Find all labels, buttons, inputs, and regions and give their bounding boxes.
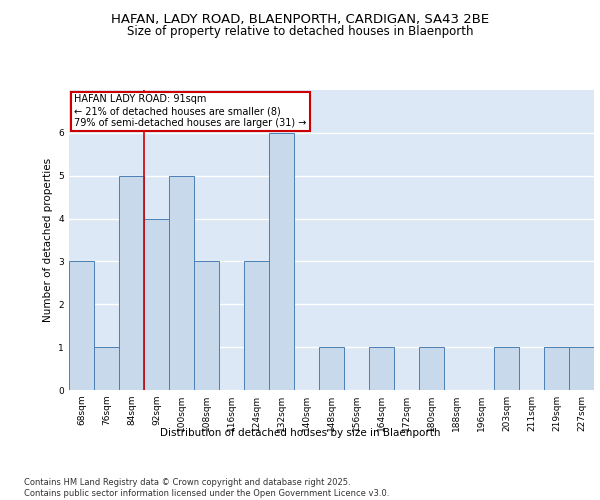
Bar <box>94 347 119 390</box>
Y-axis label: Number of detached properties: Number of detached properties <box>43 158 53 322</box>
Bar <box>69 262 94 390</box>
Bar <box>119 176 144 390</box>
Text: Contains HM Land Registry data © Crown copyright and database right 2025.
Contai: Contains HM Land Registry data © Crown c… <box>24 478 389 498</box>
Bar <box>319 347 344 390</box>
Bar <box>169 176 194 390</box>
Bar <box>419 347 444 390</box>
Bar <box>194 262 219 390</box>
Bar <box>494 347 519 390</box>
Text: Size of property relative to detached houses in Blaenporth: Size of property relative to detached ho… <box>127 25 473 38</box>
Bar <box>269 133 294 390</box>
Bar <box>244 262 269 390</box>
Bar <box>544 347 569 390</box>
Text: HAFAN LADY ROAD: 91sqm
← 21% of detached houses are smaller (8)
79% of semi-deta: HAFAN LADY ROAD: 91sqm ← 21% of detached… <box>74 94 307 128</box>
Bar <box>569 347 594 390</box>
Bar <box>369 347 394 390</box>
Text: HAFAN, LADY ROAD, BLAENPORTH, CARDIGAN, SA43 2BE: HAFAN, LADY ROAD, BLAENPORTH, CARDIGAN, … <box>111 12 489 26</box>
Text: Distribution of detached houses by size in Blaenporth: Distribution of detached houses by size … <box>160 428 440 438</box>
Bar <box>144 218 169 390</box>
